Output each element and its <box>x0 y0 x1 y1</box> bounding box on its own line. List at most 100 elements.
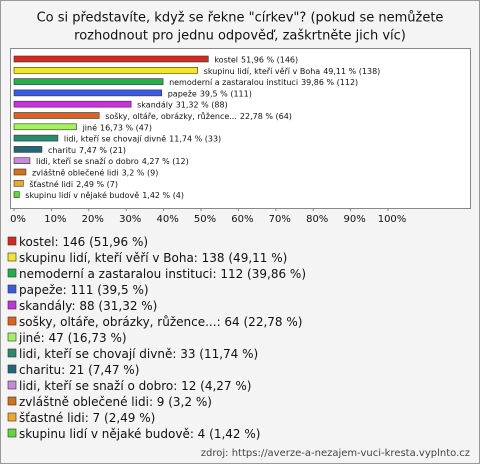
bar-label: šťastné lidi 2,49 % (7) <box>29 178 118 188</box>
legend-swatch <box>7 412 17 422</box>
x-tick-label: 90% <box>343 214 365 225</box>
source: zdroj: https://averze-a-nezajem-vuci-kre… <box>201 448 470 459</box>
legend-swatch <box>7 236 17 246</box>
bar-label: zvláštně oblečené lidi 3,2 % (9) <box>32 167 158 177</box>
bar-label-name: skandály <box>137 100 173 109</box>
bar <box>13 67 198 74</box>
legend-value: : 146 (51,96 %) <box>55 235 149 249</box>
legend-value: : 12 (4,27 %) <box>173 379 251 393</box>
bar-label: lidi, kteří se snaží o dobro 4,27 % (12) <box>36 157 189 166</box>
legend-swatch <box>7 300 17 310</box>
legend-swatch <box>7 396 17 406</box>
bar <box>13 180 24 187</box>
legend-label: lidi, kteří se chovají divně: 33 (11,74 … <box>19 347 258 361</box>
bar <box>13 100 132 108</box>
legend-value: : 4 (1,42 %) <box>190 427 261 441</box>
bar-label-value: 31,32 % (88) <box>176 100 228 109</box>
legend-name: skupinu lidí, kteří věří v Boha <box>19 251 194 265</box>
legend-label: charitu: 21 (7,47 %) <box>19 363 139 377</box>
bar <box>13 191 20 198</box>
legend-name: lidi, kteří se snaží o dobro <box>19 379 173 393</box>
bar-label: sošky, oltáře, obrázky, růžence... 22,78 … <box>105 111 292 121</box>
legend-name: charitu <box>19 363 61 377</box>
legend-name: šťastné lidi <box>19 411 85 425</box>
bar-label-value: 4,27 % (12) <box>142 157 189 166</box>
chart-title: Co si představíte, když se řekne "církev… <box>37 11 444 26</box>
legend-value: : 47 (16,73 %) <box>41 331 127 345</box>
legend-value: : 138 (49,11 %) <box>194 251 288 265</box>
legend-value: : 33 (11,74 %) <box>172 347 258 361</box>
plot-area <box>10 48 471 209</box>
bar-label: skupinu lidí, kteří věří v Boha 49,11 % (… <box>204 66 381 75</box>
bar-label-name: sošky, oltáře, obrázky, růžence... <box>105 111 237 121</box>
legend-value: : 88 (31,32 %) <box>71 299 157 313</box>
legend-swatch <box>7 380 17 390</box>
bar-label-name: lidi, kteří se chovají divně <box>64 134 166 143</box>
legend-swatch <box>7 284 17 294</box>
bar-label: skupinu lidí v nějaké budově 1,42 % (4) <box>25 190 184 200</box>
legend-name: sošky, oltáře, obrázky, růžence... <box>19 315 217 329</box>
bar-label-value: 49,11 % (138) <box>323 66 380 75</box>
x-tick-label: 20% <box>82 214 104 225</box>
x-tick-label: 40% <box>156 214 178 225</box>
bar-label-name: šťastné lidi <box>29 178 73 188</box>
chart-title: rozhodnout pro jednu odpověď, zaškrtněte… <box>74 29 406 44</box>
x-tick-label: 60% <box>231 214 253 225</box>
x-tick-label: 80% <box>306 214 328 225</box>
bar-label-name: skupinu lidí, kteří věří v Boha <box>204 66 321 75</box>
bar-label-value: 16,73 % (47) <box>100 123 152 132</box>
legend-label: lidi, kteří se snaží o dobro: 12 (4,27 %… <box>19 379 251 393</box>
bar-label-name: papeže <box>168 89 197 98</box>
bar-label: papeže 39,5 % (111) <box>168 89 252 98</box>
legend-name: zvláštně oblečené lidi <box>19 395 149 409</box>
legend-value: : 64 (22,78 %) <box>217 315 303 329</box>
bar-label-value: 1,42 % (4) <box>142 191 184 200</box>
legend-label: jiné: 47 (16,73 %) <box>18 331 127 345</box>
legend-label: šťastné lidi: 7 (2,49 %) <box>19 411 155 425</box>
legend-label: skupinu lidí v nějaké budově: 4 (1,42 %) <box>19 427 260 441</box>
legend-value: : 111 (39,5 %) <box>63 283 149 297</box>
bar <box>13 123 77 131</box>
bar <box>13 55 209 63</box>
bar <box>13 78 164 85</box>
bar <box>13 112 100 119</box>
legend-name: lidi, kteří se chovají divně <box>19 347 172 361</box>
legend-name: jiné <box>18 331 41 345</box>
bar-label: skandály 31,32 % (88) <box>137 100 228 109</box>
bar-label: kostel 51,96 % (146) <box>214 55 298 64</box>
x-tick-label: 30% <box>119 214 141 225</box>
bar <box>13 157 31 164</box>
bar-label-value: 51,96 % (146) <box>241 55 298 64</box>
bar-label-name: charitu <box>48 145 76 154</box>
x-tick-label: 10% <box>44 214 66 225</box>
legend-name: skupinu lidí v nějaké budově <box>19 427 190 441</box>
bar <box>13 89 163 97</box>
x-tick-label: 70% <box>269 214 291 225</box>
legend-swatch <box>7 364 17 374</box>
legend-label: skupinu lidí, kteří věří v Boha: 138 (49… <box>19 251 287 265</box>
bar-label: jiné 16,73 % (47) <box>82 122 152 132</box>
legend-label: kostel: 146 (51,96 %) <box>19 235 148 249</box>
legend-value: : 9 (3,2 %) <box>149 395 212 409</box>
legend-value: : 21 (7,47 %) <box>61 363 139 377</box>
bar-label-value: 39,5 % (111) <box>200 89 252 98</box>
legend-swatch <box>7 252 17 262</box>
legend-value: : 7 (2,49 %) <box>85 411 156 425</box>
x-tick-label: 0% <box>10 214 26 225</box>
bar-label-value: 3,2 % (9) <box>122 168 159 177</box>
x-tick-label: 50% <box>194 214 216 225</box>
bar-label-name: jiné <box>82 122 98 132</box>
bar-label-name: skupinu lidí v nějaké budově <box>25 190 139 200</box>
legend-swatch <box>7 348 17 358</box>
bar-label-value: 11,74 % (33) <box>169 134 221 143</box>
legend-name: skandály <box>19 299 72 313</box>
bar-label-name: kostel <box>214 55 238 64</box>
bar-label: nemoderní a zastaralou instituci 39,86 % … <box>169 78 358 87</box>
bar <box>13 134 59 142</box>
legend-name: kostel <box>19 235 55 249</box>
bar <box>13 146 43 153</box>
bar-label-value: 39,86 % (112) <box>301 78 358 87</box>
legend-swatch <box>7 428 17 438</box>
bar-label-name: lidi, kteří se snaží o dobro <box>36 157 139 166</box>
